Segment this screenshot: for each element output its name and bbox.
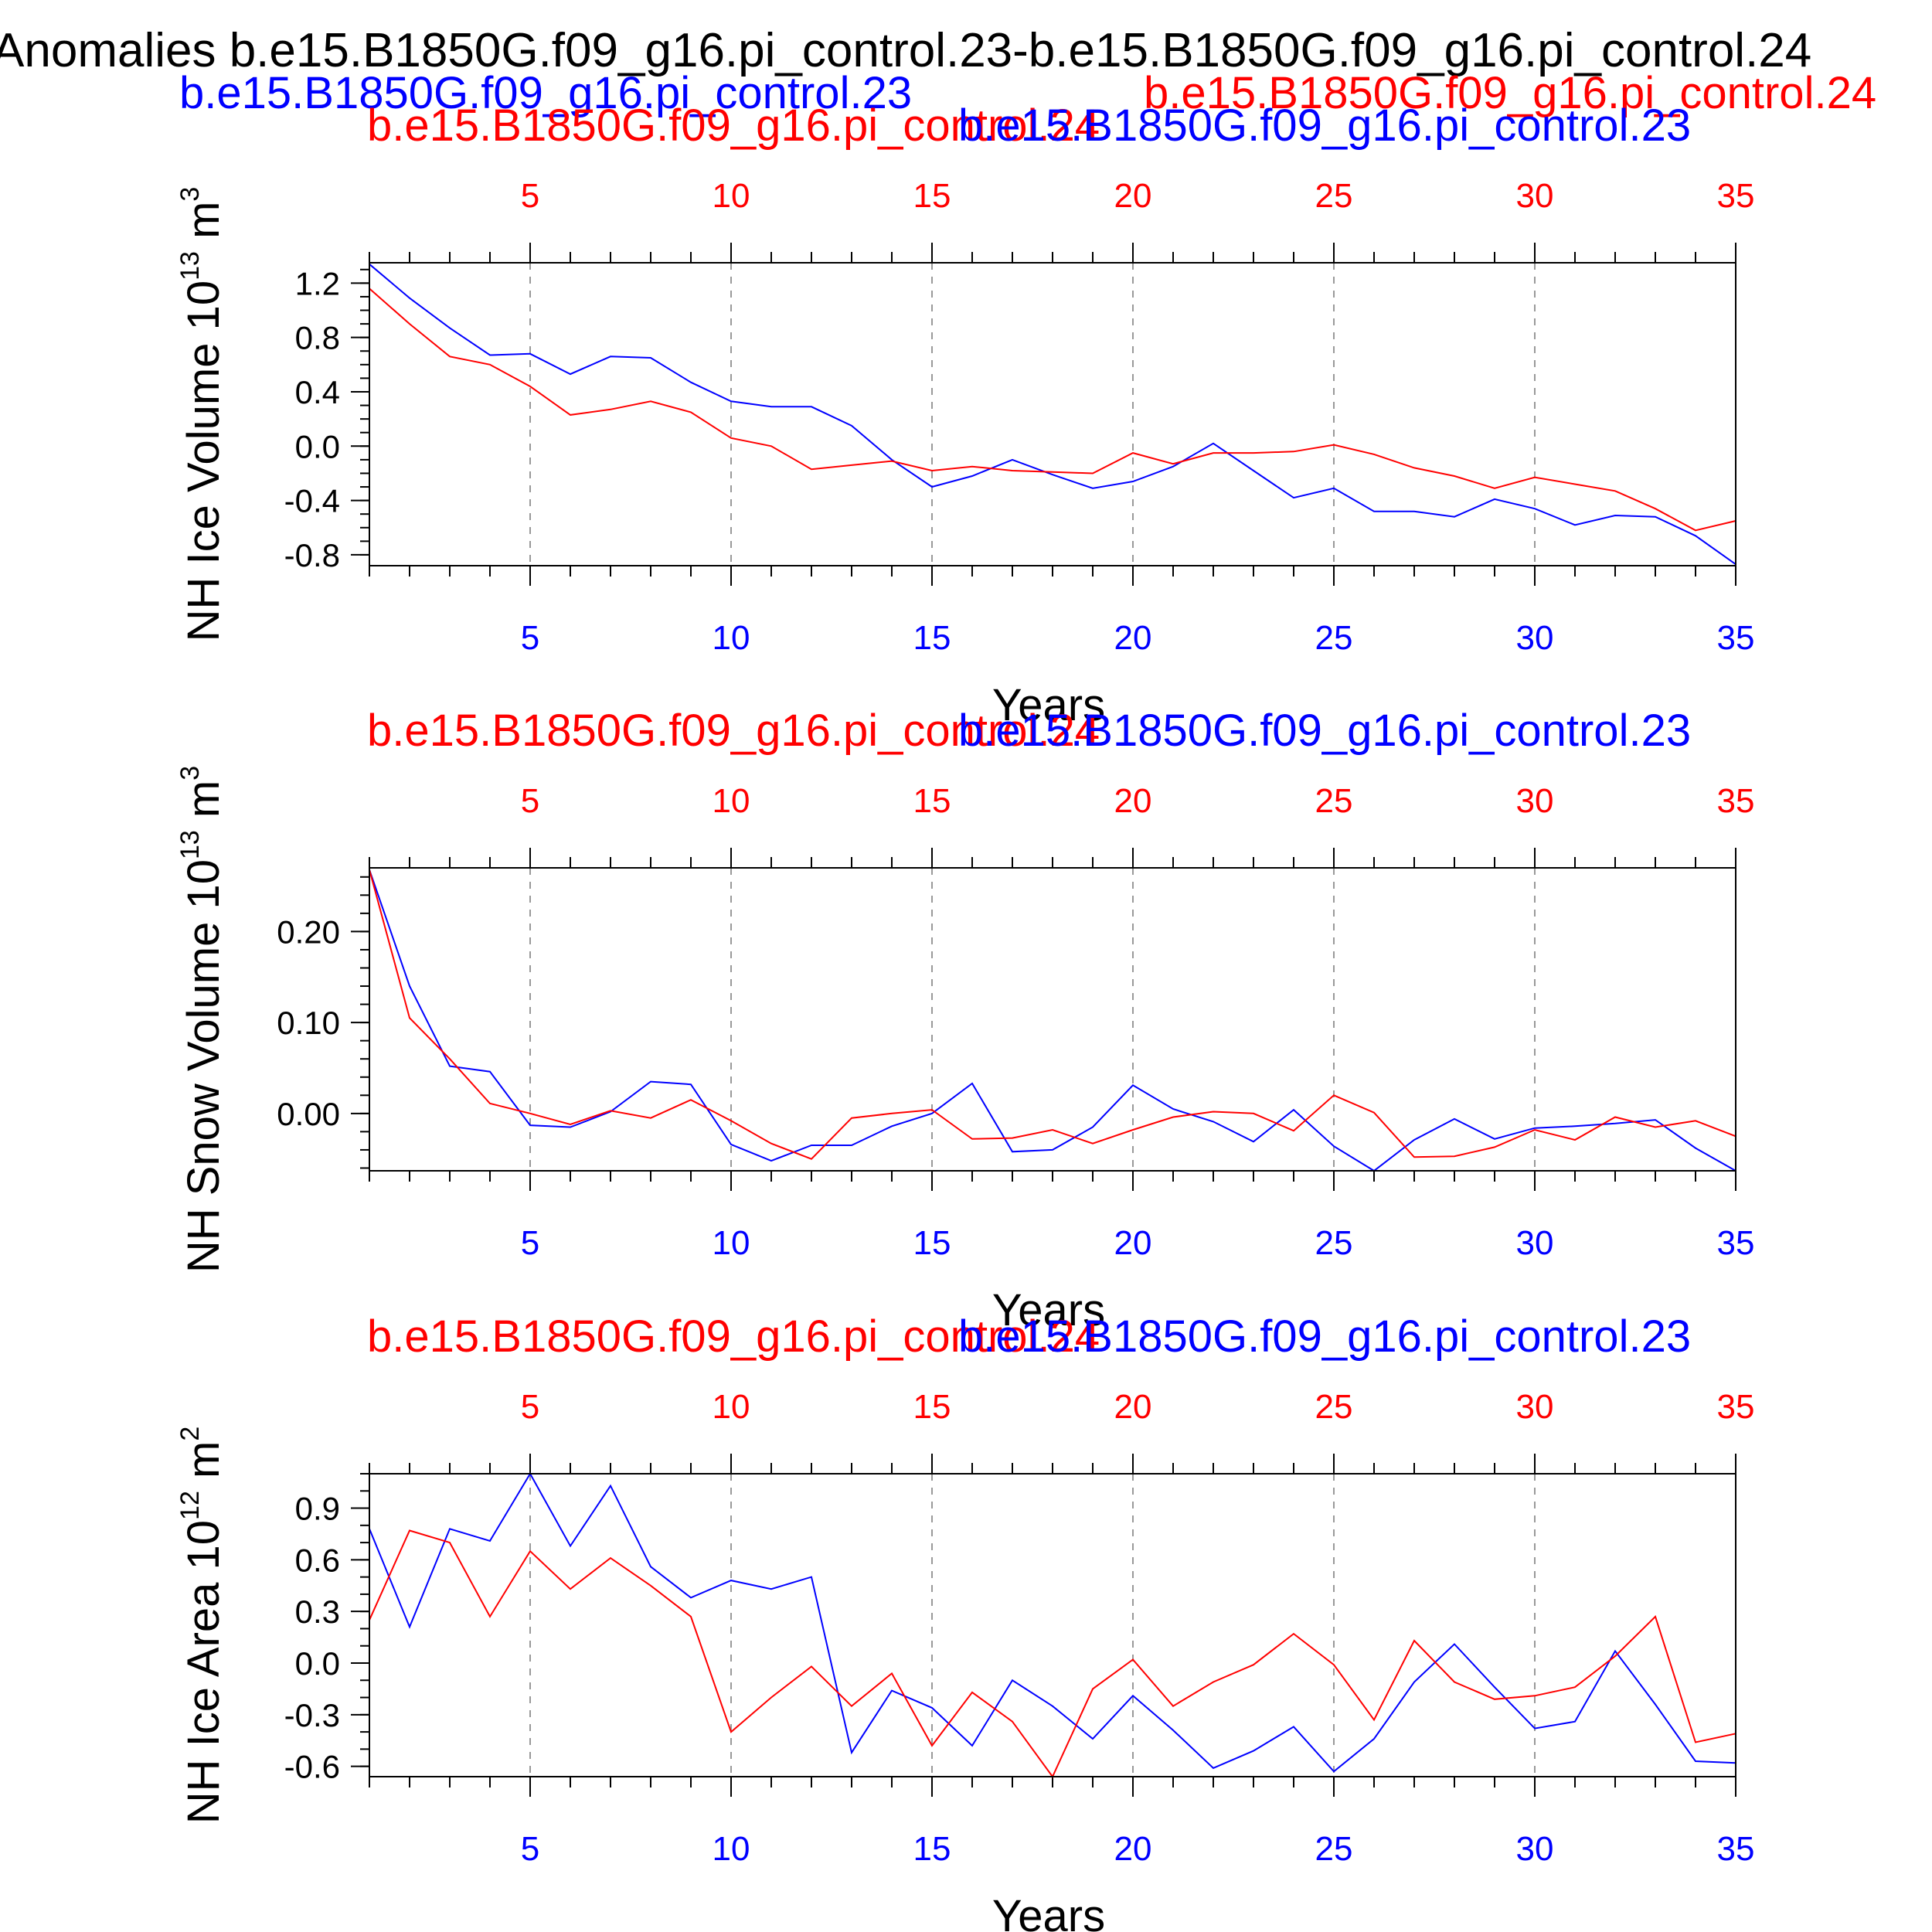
x-tick-label-bottom: 15 — [913, 1830, 951, 1868]
x-tick-label-bottom: 25 — [1315, 619, 1353, 657]
x-tick-label-bottom: 30 — [1516, 1224, 1554, 1262]
x-tick-label-top: 10 — [713, 1388, 750, 1426]
y-tick-label: 0.0 — [295, 1645, 340, 1682]
top-label-red: b.e15.B1850G.f09_g16.pi_control.24 — [367, 100, 1100, 151]
x-tick-label-bottom: 35 — [1717, 619, 1755, 657]
x-tick-label-top: 10 — [713, 177, 750, 215]
x-tick-label-top: 20 — [1114, 782, 1152, 820]
x-tick-label-bottom: 10 — [713, 1224, 750, 1262]
x-tick-label-top: 30 — [1516, 782, 1554, 820]
legend-red-label: b.e15.B1850G.f09_g16.pi_control.24 — [1144, 68, 1876, 118]
y-tick-label: 0.4 — [295, 374, 340, 410]
x-tick-label-bottom: 30 — [1516, 619, 1554, 657]
y-tick-label: 0.20 — [277, 913, 340, 950]
y-tick-label: -0.8 — [284, 537, 340, 573]
x-tick-label-top: 35 — [1717, 177, 1755, 215]
y-axis-label: NH Ice Volume 1013 m3 — [175, 187, 229, 642]
x-tick-label-top: 15 — [913, 1388, 951, 1426]
x-tick-label-top: 35 — [1717, 1388, 1755, 1426]
top-label-red: b.e15.B1850G.f09_g16.pi_control.24 — [367, 706, 1100, 756]
y-tick-label: -0.4 — [284, 483, 340, 519]
series-line-red — [369, 869, 1736, 1160]
x-tick-label-bottom: 15 — [913, 619, 951, 657]
x-tick-label-bottom: 30 — [1516, 1830, 1554, 1868]
y-tick-label: 1.2 — [295, 265, 340, 301]
plot-frame — [369, 867, 1736, 1172]
x-tick-label-top: 25 — [1315, 782, 1353, 820]
x-tick-label-top: 35 — [1717, 782, 1755, 820]
x-tick-label-bottom: 5 — [521, 1224, 539, 1262]
x-axis-label: Years — [992, 680, 1105, 730]
x-tick-label-bottom: 35 — [1717, 1830, 1755, 1868]
x-tick-label-bottom: 35 — [1717, 1224, 1755, 1262]
plot-frame — [369, 262, 1736, 566]
x-axis-label: Years — [992, 1891, 1105, 1932]
x-tick-label-top: 20 — [1114, 177, 1152, 215]
y-tick-label: 0.10 — [277, 1005, 340, 1041]
x-tick-label-bottom: 15 — [913, 1224, 951, 1262]
plot-frame — [369, 1473, 1736, 1777]
x-tick-label-top: 30 — [1516, 177, 1554, 215]
panel-3: b.e15.B1850G.f09_g16.pi_control.24b.e15.… — [175, 1311, 1754, 1932]
x-tick-label-bottom: 20 — [1114, 1224, 1152, 1262]
x-tick-label-bottom: 25 — [1315, 1830, 1353, 1868]
x-tick-label-bottom: 10 — [713, 619, 750, 657]
x-tick-label-bottom: 10 — [713, 1830, 750, 1868]
y-tick-label: 0.0 — [295, 428, 340, 464]
x-tick-label-top: 15 — [913, 177, 951, 215]
x-tick-label-top: 15 — [913, 782, 951, 820]
x-tick-label-bottom: 5 — [521, 619, 539, 657]
series-line-blue — [369, 1471, 1736, 1773]
y-tick-label: -0.6 — [284, 1749, 340, 1785]
x-axis-label: Years — [992, 1285, 1105, 1335]
x-tick-label-top: 20 — [1114, 1388, 1152, 1426]
x-tick-label-top: 30 — [1516, 1388, 1554, 1426]
x-tick-label-top: 5 — [521, 1388, 539, 1426]
y-tick-label: 0.8 — [295, 320, 340, 356]
series-line-red — [369, 287, 1736, 532]
x-tick-label-top: 25 — [1315, 177, 1353, 215]
x-tick-label-bottom: 20 — [1114, 1830, 1152, 1868]
series-line-red — [369, 1529, 1736, 1778]
top-label-blue: b.e15.B1850G.f09_g16.pi_control.23 — [958, 1311, 1691, 1362]
y-axis-label: NH Ice Area 1012 m2 — [175, 1427, 229, 1825]
series-line-blue — [369, 869, 1736, 1172]
x-tick-label-top: 10 — [713, 782, 750, 820]
y-tick-label: 0.3 — [295, 1594, 340, 1630]
y-axis-label: NH Snow Volume 1013 m3 — [175, 766, 229, 1273]
x-tick-label-top: 5 — [521, 177, 539, 215]
y-tick-label: -0.3 — [284, 1697, 340, 1733]
top-label-blue: b.e15.B1850G.f09_g16.pi_control.23 — [958, 100, 1691, 151]
x-tick-label-top: 5 — [521, 782, 539, 820]
x-tick-label-bottom: 5 — [521, 1830, 539, 1868]
x-tick-label-bottom: 25 — [1315, 1224, 1353, 1262]
figure-title: Anomalies b.e15.B1850G.f09_g16.pi_contro… — [0, 24, 1811, 77]
x-tick-label-bottom: 20 — [1114, 619, 1152, 657]
y-tick-label: 0.6 — [295, 1542, 340, 1578]
y-tick-label: 0.00 — [277, 1096, 340, 1132]
x-tick-label-top: 25 — [1315, 1388, 1353, 1426]
panel-1: b.e15.B1850G.f09_g16.pi_control.24b.e15.… — [175, 100, 1754, 730]
y-tick-label: 0.9 — [295, 1491, 340, 1527]
panel-2: b.e15.B1850G.f09_g16.pi_control.24b.e15.… — [175, 706, 1754, 1335]
top-label-blue: b.e15.B1850G.f09_g16.pi_control.23 — [958, 706, 1691, 756]
panels: b.e15.B1850G.f09_g16.pi_control.24b.e15.… — [175, 100, 1754, 1932]
series-line-blue — [369, 264, 1736, 566]
legend-blue-label: b.e15.B1850G.f09_g16.pi_control.23 — [179, 68, 912, 118]
top-label-red: b.e15.B1850G.f09_g16.pi_control.24 — [367, 1311, 1100, 1362]
